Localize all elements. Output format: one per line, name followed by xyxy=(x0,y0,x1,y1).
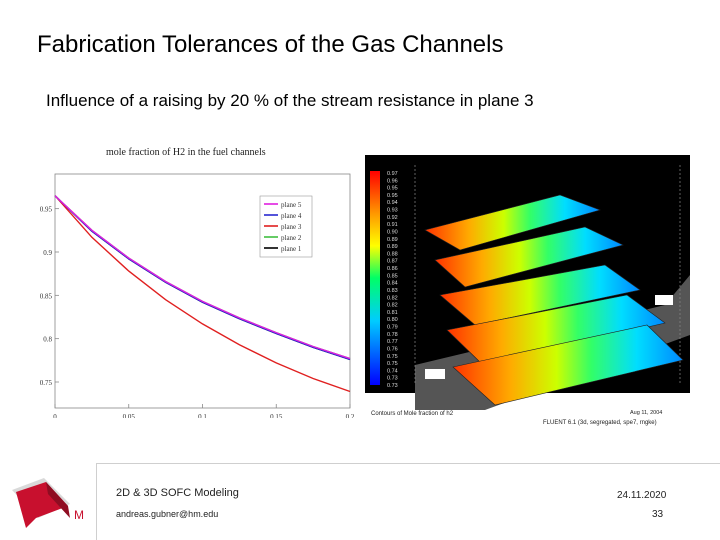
colorbar-label: 0.81 xyxy=(387,310,398,316)
colorbar-label: 0.84 xyxy=(387,281,398,287)
colorbar-label: 0.95 xyxy=(387,193,398,199)
footer-date: 24.11.2020 xyxy=(617,490,667,501)
colorbar-label: 0.89 xyxy=(387,244,398,250)
colorbar-label: 0.80 xyxy=(387,317,398,323)
contour-solver: FLUENT 6.1 (3d, segregated, spe7, rngke) xyxy=(543,420,657,426)
colorbar-label: 0.94 xyxy=(387,200,398,206)
x-tick-label: 0.15 xyxy=(270,413,283,418)
footer-course-title: 2D & 3D SOFC Modeling xyxy=(116,487,239,499)
colorbar-label: 0.78 xyxy=(387,332,398,338)
footer-divider xyxy=(96,463,720,464)
footer-divider-vertical xyxy=(96,463,97,540)
colorbar xyxy=(370,171,380,385)
colorbar-label: 0.82 xyxy=(387,303,398,309)
colorbar-label: 0.91 xyxy=(387,222,398,228)
legend-label: plane 1 xyxy=(281,245,302,253)
chart-title: mole fraction of H2 in the fuel channels xyxy=(106,147,266,158)
colorbar-label: 0.76 xyxy=(387,346,398,352)
slide-subtitle: Influence of a raising by 20 % of the st… xyxy=(46,91,534,110)
fluent-contour-image: 0.97 0.96 0.95 0.95 0.94 0.93 0.92 0.91 0.90 0.89… xyxy=(365,155,690,427)
inlet-cutout xyxy=(425,369,445,379)
legend-label: plane 4 xyxy=(281,212,302,220)
series-line-plane-5 xyxy=(54,195,351,360)
colorbar-label: 0.97 xyxy=(387,171,398,177)
x-tick-label: 0.1 xyxy=(198,413,207,418)
colorbar-label: 0.90 xyxy=(387,229,398,235)
colorbar-label: 0.79 xyxy=(387,325,398,331)
colorbar-label: 0.96 xyxy=(387,178,398,184)
slide-title: Fabrication Tolerances of the Gas Channe… xyxy=(37,31,504,58)
y-tick-label: 0.9 xyxy=(43,249,52,257)
legend-label: plane 3 xyxy=(281,223,302,231)
colorbar-label: 0.73 xyxy=(387,376,398,382)
y-tick-label: 0.85 xyxy=(40,292,53,300)
footer-email: andreas.gubner@hm.edu xyxy=(116,509,219,519)
colorbar-label: 0.75 xyxy=(387,361,398,367)
colorbar-label: 0.93 xyxy=(387,208,398,214)
series-line-plane-3 xyxy=(54,195,351,393)
colorbar-label: 0.73 xyxy=(387,383,398,389)
colorbar-label: 0.95 xyxy=(387,186,398,192)
y-tick-label: 0.95 xyxy=(40,206,53,214)
colorbar-label: 0.88 xyxy=(387,251,398,257)
contour-plane-3 xyxy=(439,264,641,326)
h2-mole-fraction-chart: mole fraction of H2 in the fuel channels… xyxy=(40,147,355,418)
contour-caption: Contours of Mole fraction of h2 xyxy=(371,411,454,417)
contour-plane-2 xyxy=(446,294,666,366)
y-tick-label: 0.75 xyxy=(40,379,53,387)
colorbar-label: 0.82 xyxy=(387,295,398,301)
contour-plane-5 xyxy=(424,194,601,251)
colorbar-label: 0.92 xyxy=(387,215,398,221)
contour-plane-1 xyxy=(452,324,684,406)
x-tick-label: 0.05 xyxy=(123,413,136,418)
colorbar-label: 0.86 xyxy=(387,266,398,272)
colorbar-label: 0.87 xyxy=(387,259,398,265)
logo-dark-shape xyxy=(46,482,70,518)
colorbar-label: 0.83 xyxy=(387,288,398,294)
x-tick-label: 0.2 xyxy=(346,413,355,418)
colorbar-label: 0.85 xyxy=(387,273,398,279)
legend-label: plane 2 xyxy=(281,234,302,242)
colorbar-label: 0.77 xyxy=(387,339,398,345)
outlet-cutout xyxy=(655,295,673,305)
university-logo: M xyxy=(12,478,84,528)
y-tick-label: 0.8 xyxy=(43,336,52,344)
contour-date: Aug 11, 2004 xyxy=(630,410,662,416)
colorbar-label: 0.89 xyxy=(387,237,398,243)
colorbar-label: 0.74 xyxy=(387,368,398,374)
page-number: 33 xyxy=(652,509,664,520)
legend-label: plane 5 xyxy=(281,201,302,209)
colorbar-label: 0.75 xyxy=(387,354,398,360)
x-tick-label: 0 xyxy=(53,413,57,418)
logo-letter: M xyxy=(74,508,84,522)
contour-plane-4 xyxy=(434,226,624,288)
